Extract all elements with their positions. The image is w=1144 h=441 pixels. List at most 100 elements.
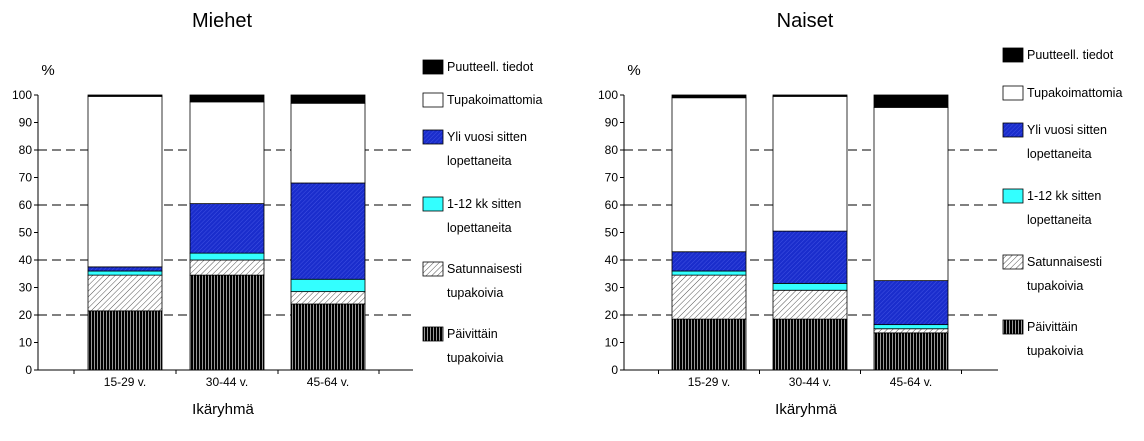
x-tick-label: 15-29 v. [104, 375, 146, 389]
legend-label: Päivittäin [1027, 320, 1078, 334]
legend: Puutteell. tiedot Tupakoimattomia Yli vuos… [422, 59, 542, 365]
legend-label: Tupakoimattomia [447, 93, 542, 107]
bar-stack [671, 94, 747, 371]
y-tick-label: 90 [605, 116, 619, 130]
legend-label: 1-12 kk sitten [1027, 189, 1101, 203]
y-axis: 0 10 20 30 40 50 60 70 80 90 100 [598, 88, 625, 377]
legend-label-line2: lopettaneita [1027, 213, 1092, 227]
legend-label: Satunnaisesti [447, 262, 522, 276]
legend-swatch [422, 59, 444, 75]
bar-segment-quit-over-year [671, 251, 747, 272]
legend-label: Puutteell. tiedot [1027, 48, 1114, 62]
panel-miehet: Miehet % Ikäryhmä 0 10 20 30 40 50 60 70 80 90 100… [12, 10, 542, 418]
y-tick-label: 40 [605, 253, 619, 267]
y-tick-label: 100 [598, 88, 618, 102]
bar-segment-daily-smokers [189, 274, 265, 371]
legend-label-line2: lopettaneita [447, 154, 512, 168]
bar-segment-non-smokers [189, 101, 265, 205]
x-tick-label: 30-44 v. [789, 375, 831, 389]
x-axis: 15-29 v. 30-44 v. 45-64 v. [38, 369, 413, 389]
bar-stacks [87, 94, 366, 371]
bar-segment-non-smokers [87, 95, 163, 268]
y-tick-label: 0 [25, 363, 32, 377]
panel-naiset: Naiset % Ikäryhmä 0 10 20 30 40 50 60 70 80 90 100… [598, 10, 1122, 418]
bar-segment-daily-smokers [87, 310, 163, 371]
bar-segment-quit-1-12-months [671, 270, 747, 276]
y-tick-label: 60 [605, 198, 619, 212]
legend-swatch [1002, 319, 1024, 335]
legend-swatch [422, 129, 444, 145]
y-axis: 0 10 20 30 40 50 60 70 80 90 100 [12, 88, 39, 377]
x-tick-label: 30-44 v. [206, 375, 248, 389]
bar-segment-quit-over-year [189, 203, 265, 254]
bar-segment-daily-smokers [873, 332, 949, 371]
bar-segment-quit-over-year [772, 230, 848, 284]
y-tick-label: 50 [605, 226, 619, 240]
legend-swatch [422, 196, 444, 212]
bar-segment-quit-1-12-months [873, 324, 949, 330]
bar-segment-quit-over-year [290, 182, 366, 280]
y-tick-label: 0 [611, 363, 618, 377]
y-tick-label: 80 [19, 143, 33, 157]
legend-label: Tupakoimattomia [1027, 86, 1122, 100]
bar-segment-non-smokers [671, 97, 747, 253]
legend-item-daily-smokers: Päivittäin tupakoivia [422, 326, 503, 365]
legend-label: 1-12 kk sitten [447, 197, 521, 211]
bar-segment-occasional-smokers [290, 291, 366, 305]
legend-swatch [1002, 122, 1024, 138]
bar-segment-missing-info [873, 94, 949, 108]
bar-segment-quit-1-12-months [189, 252, 265, 261]
legend-swatch [1002, 85, 1024, 101]
legend-item-missing-info: Puutteell. tiedot [1002, 47, 1114, 63]
bar-segment-occasional-smokers [671, 274, 747, 320]
x-tick-label: 45-64 v. [307, 375, 349, 389]
bar-segment-missing-info [671, 94, 747, 99]
legend-item-quit-1-12-months: 1-12 kk sitten lopettaneita [422, 196, 521, 235]
y-tick-label: 90 [19, 116, 33, 130]
y-tick-label: 100 [12, 88, 32, 102]
y-tick-label: 10 [605, 336, 619, 350]
bar-segment-daily-smokers [290, 303, 366, 371]
y-tick-label: 20 [19, 308, 33, 322]
y-tick-label: 30 [605, 281, 619, 295]
bar-stack [873, 94, 949, 371]
bar-stack [772, 94, 848, 371]
legend-label-line2: lopettaneita [1027, 147, 1092, 161]
bar-segment-quit-over-year [87, 266, 163, 272]
legend-label-line2: tupakoivia [1027, 279, 1083, 293]
legend: Puutteell. tiedot Tupakoimattomia Yli vuos… [1002, 47, 1122, 358]
legend-label: Satunnaisesti [1027, 255, 1102, 269]
bar-stack [290, 94, 366, 371]
bar-segment-occasional-smokers [87, 274, 163, 312]
bar-stack [189, 94, 265, 371]
legend-swatch [422, 326, 444, 342]
legend-swatch [1002, 47, 1024, 63]
legend-item-non-smokers: Tupakoimattomia [422, 92, 542, 108]
x-axis-title: Ikäryhmä [192, 401, 254, 418]
y-tick-label: 40 [19, 253, 33, 267]
legend-label-line2: lopettaneita [447, 221, 512, 235]
legend-label: Yli vuosi sitten [447, 130, 527, 144]
legend-label-line2: tupakoivia [447, 351, 503, 365]
legend-label: Puutteell. tiedot [447, 60, 534, 74]
bar-segment-quit-1-12-months [87, 270, 163, 276]
y-tick-label: 70 [605, 171, 619, 185]
legend-item-quit-over-year: Yli vuosi sitten lopettaneita [1002, 122, 1107, 161]
bar-segment-occasional-smokers [873, 328, 949, 334]
bar-segment-non-smokers [290, 102, 366, 184]
legend-label-line2: tupakoivia [447, 286, 503, 300]
y-axis-unit: % [41, 62, 54, 79]
legend-item-daily-smokers: Päivittäin tupakoivia [1002, 319, 1083, 358]
y-tick-label: 10 [19, 336, 33, 350]
y-tick-label: 60 [19, 198, 33, 212]
bar-segment-quit-over-year [873, 280, 949, 326]
legend-label-line2: tupakoivia [1027, 344, 1083, 358]
y-tick-label: 70 [19, 171, 33, 185]
bar-segment-missing-info [189, 94, 265, 103]
y-tick-label: 30 [19, 281, 33, 295]
legend-item-missing-info: Puutteell. tiedot [422, 59, 534, 75]
y-tick-label: 50 [19, 226, 33, 240]
bar-segment-quit-1-12-months [772, 282, 848, 291]
legend-label: Päivittäin [447, 327, 498, 341]
